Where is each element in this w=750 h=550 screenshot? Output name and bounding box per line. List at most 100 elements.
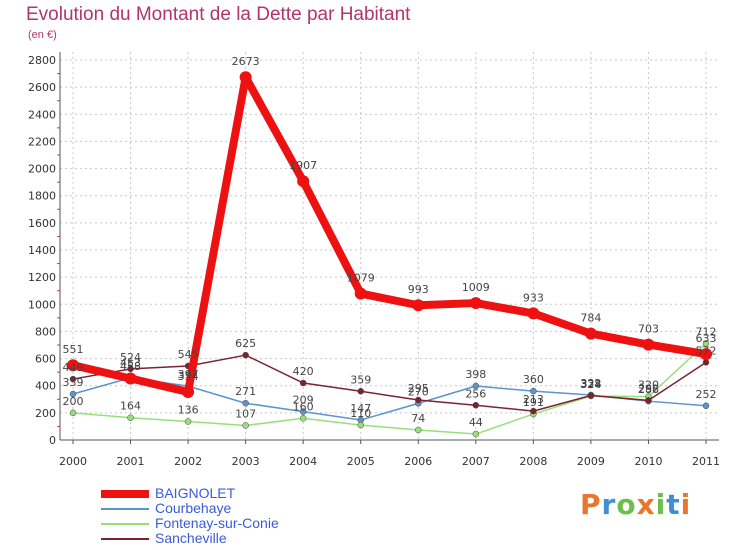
x-tick-label: 2007: [462, 455, 490, 468]
y-tick-label: 2200: [28, 135, 56, 148]
data-point-1-11: [702, 402, 710, 410]
data-point-2-1: [127, 414, 134, 421]
y-axis: 0 200 400 600 800 1000 1200 1400 1600 1800 2000 220…: [28, 52, 61, 447]
series-line-0: [69, 73, 710, 396]
data-point-3-8: [530, 407, 537, 415]
data-point-0-3: [239, 71, 252, 84]
logo-letter: P: [580, 488, 602, 521]
grid: [60, 52, 719, 441]
data-point-3-5: [357, 388, 364, 395]
data-point-2-4: [299, 415, 307, 422]
data-label-0-0: 551: [63, 343, 84, 356]
data-point-3-1: [127, 365, 134, 373]
data-point-0-5: [354, 287, 367, 300]
data-label-3-0: 449: [63, 361, 84, 374]
data-label-0-5: 1079: [347, 272, 375, 285]
data-label-2-3: 107: [235, 407, 256, 420]
y-tick-label: 200: [35, 407, 56, 420]
y-tick-label: 400: [35, 380, 56, 393]
data-label-0-8: 933: [523, 291, 544, 304]
y-tick-label: 2800: [28, 54, 56, 67]
data-label-3-6: 295: [408, 382, 429, 395]
series-layer: [67, 71, 712, 438]
data-label-0-10: 703: [638, 323, 659, 336]
data-point-0-11: [700, 348, 712, 361]
legend-swatch-1: [101, 508, 149, 510]
data-label-3-3: 625: [235, 337, 256, 350]
data-label-0-2: 354: [178, 370, 199, 383]
x-tick-label: 2001: [117, 455, 145, 468]
y-tick-label: 2400: [28, 108, 56, 121]
data-label-2-7: 44: [469, 416, 483, 429]
x-tick-label: 2005: [347, 455, 375, 468]
logo-letter: x: [636, 488, 656, 521]
x-axis: 2000 2001 2002 2003 2004 2005 2006 2007 2008 2009…: [59, 439, 720, 468]
data-label-3-2: 545: [178, 348, 199, 361]
data-point-3-6: [415, 396, 422, 404]
data-label-1-9: 332: [580, 377, 601, 390]
y-tick-label: 600: [35, 353, 56, 366]
series-line-3: [72, 354, 707, 412]
data-label-1-5: 147: [350, 402, 371, 415]
data-label-3-10: 292: [638, 382, 659, 395]
legend-swatch-2: [101, 523, 149, 525]
legend-swatch-3: [101, 538, 149, 540]
legend-label-2: Fontenay-sur-Conie: [155, 515, 279, 531]
x-tick-label: 2009: [577, 455, 605, 468]
data-label-0-1: 453: [120, 357, 141, 370]
y-tick-label: 1200: [28, 271, 56, 284]
plot-area: [60, 52, 719, 440]
data-label-3-5: 359: [350, 373, 371, 386]
data-point-0-7: [469, 297, 482, 310]
data-label-0-3: 2673: [232, 55, 260, 68]
x-tick-label: 2006: [404, 455, 432, 468]
data-point-0-10: [642, 338, 655, 351]
data-label-0-6: 993: [408, 283, 429, 296]
data-point-3-10: [645, 397, 652, 404]
data-label-1-1: 458: [120, 360, 141, 373]
data-label-2-1: 164: [120, 400, 141, 413]
x-tick-label: 2004: [289, 455, 317, 468]
data-label-1-6: 270: [408, 385, 429, 398]
data-point-2-5: [357, 421, 364, 429]
data-point-2-6: [415, 426, 422, 434]
data-point-0-4: [297, 175, 310, 188]
proxiti-logo: Proxiti: [580, 488, 691, 521]
data-label-2-6: 74: [411, 412, 425, 425]
logo-letter: t: [666, 488, 681, 521]
data-label-2-0: 200: [63, 395, 84, 408]
logo-letter: o: [616, 488, 637, 521]
data-label-1-10: 286: [638, 383, 659, 396]
legend-label-1: Courbehaye: [155, 500, 232, 516]
chart-title: Evolution du Montant de la Dette par Hab…: [26, 4, 411, 25]
y-tick-label: 800: [35, 325, 56, 338]
x-tick-label: 2008: [519, 455, 547, 468]
x-tick-label: 2003: [232, 455, 260, 468]
data-label-2-4: 160: [293, 400, 314, 413]
data-label-3-11: 572: [696, 344, 717, 357]
data-label-1-0: 339: [63, 376, 84, 389]
chart-subtitle: (en €): [28, 29, 57, 41]
data-point-3-3: [242, 351, 249, 359]
data-label-1-2: 397: [178, 368, 199, 381]
data-point-0-8: [527, 307, 540, 320]
data-point-2-2: [184, 418, 192, 425]
y-tick-label: 1600: [28, 217, 56, 230]
data-point-1-7: [472, 382, 480, 390]
data-point-2-0: [69, 409, 77, 417]
data-point-3-9: [587, 392, 595, 399]
data-point-0-6: [412, 299, 425, 312]
y-tick-label: 2600: [28, 81, 56, 94]
data-point-1-8: [530, 387, 537, 395]
data-label-3-7: 256: [465, 387, 486, 400]
data-point-0-9: [584, 327, 597, 340]
y-tick-label: 1000: [28, 298, 56, 311]
data-label-1-3: 271: [235, 385, 256, 398]
x-tick-label: 2002: [174, 455, 202, 468]
data-label-2-9: 324: [580, 378, 601, 391]
data-point-3-0: [69, 375, 77, 383]
data-label-2-2: 136: [178, 404, 199, 417]
y-tick-label: 2000: [28, 163, 56, 176]
